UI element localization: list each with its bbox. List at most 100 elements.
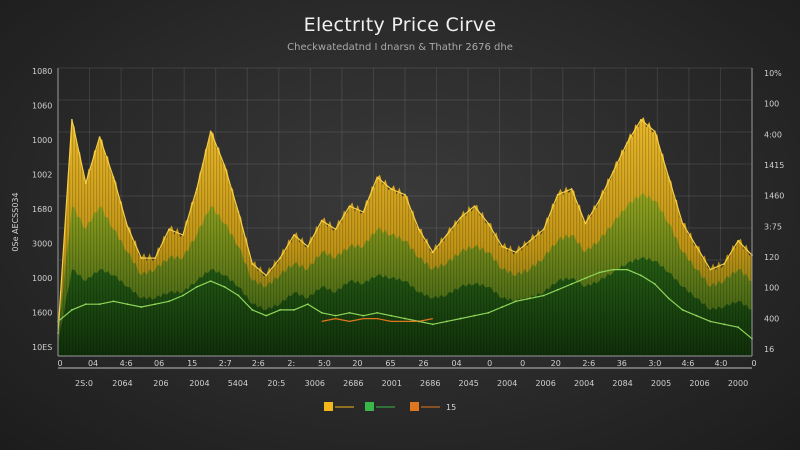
data-point-peak <box>376 176 379 179</box>
data-point-low <box>737 326 740 329</box>
data-point-peak <box>140 257 143 259</box>
x-tick-label-bottom: 2004 <box>497 379 517 388</box>
data-point-peak <box>473 205 476 208</box>
x-tick-label-top: 26 <box>418 359 428 368</box>
data-point-low <box>390 314 393 317</box>
y-right-tick-label: 10% <box>764 69 782 78</box>
data-point-peak <box>306 245 309 248</box>
y-right-tick-label: 100 <box>764 100 779 109</box>
data-point-peak <box>98 136 101 139</box>
y-left-tick-label: 10ES <box>32 343 52 352</box>
data-point-low <box>709 320 712 323</box>
data-point-peak <box>334 228 337 231</box>
y-left-tick-label: 1002 <box>32 171 52 180</box>
data-point-peak <box>279 257 281 259</box>
x-tick-label-bottom: 20:5 <box>267 379 285 388</box>
data-point-low <box>487 311 490 314</box>
data-point-low <box>209 280 212 283</box>
x-tick-label-top: 2:7 <box>219 359 232 368</box>
x-tick-label-top: 04 <box>88 359 98 368</box>
x-tick-label-top: 0 <box>520 359 525 368</box>
line-layers <box>57 118 753 340</box>
x-tick-label-bottom: 206 <box>153 379 168 388</box>
area-texture <box>58 119 752 356</box>
x-tick-label-top: 04 <box>451 359 461 368</box>
data-point-peak <box>362 211 365 213</box>
area-layers <box>58 117 752 356</box>
y-left-tick-label: 1600 <box>32 309 52 318</box>
data-point-peak <box>112 176 115 179</box>
x-tick-label-bottom: 2005 <box>651 379 671 388</box>
tick-labels: 10ES160010003000168010021000106010801640… <box>11 67 784 388</box>
data-point-peak <box>570 188 573 190</box>
data-point-peak <box>168 228 170 231</box>
data-point-low <box>404 317 406 320</box>
y-left-tick-label: 3000 <box>32 240 52 249</box>
y-left-tick-label: 1000 <box>32 136 52 145</box>
data-point-low <box>293 309 295 311</box>
data-point-low <box>320 311 323 314</box>
data-point-low <box>237 294 240 297</box>
y-left-tick-label: 1000 <box>32 274 52 283</box>
data-point-low <box>306 303 309 306</box>
x-tick-label-top: 4:6 <box>120 359 133 368</box>
data-point-peak <box>182 234 184 236</box>
data-point-peak <box>515 251 517 254</box>
data-point-peak <box>84 182 87 185</box>
data-point-peak <box>737 239 740 242</box>
data-point-low <box>681 309 684 311</box>
x-tick-label-bottom: 2006 <box>689 379 709 388</box>
data-point-low <box>154 303 157 306</box>
data-point-peak <box>293 234 295 236</box>
legend-swatch <box>365 402 374 411</box>
data-point-peak <box>501 245 504 248</box>
data-point-low <box>653 283 656 285</box>
data-point-peak <box>265 274 268 277</box>
data-point-peak <box>390 188 393 190</box>
data-point-low <box>723 323 726 326</box>
data-point-low <box>126 303 129 306</box>
data-point-peak <box>598 199 601 202</box>
data-point-low <box>473 314 476 317</box>
x-tick-label-bottom: 2064 <box>112 379 132 388</box>
x-tick-label-top: 06 <box>154 359 164 368</box>
y-left-tick-label: 1680 <box>32 205 52 214</box>
data-point-low <box>556 288 559 291</box>
x-tick-label-bottom: 2004 <box>574 379 594 388</box>
data-point-low <box>529 297 531 300</box>
x-tick-label-top: 5:0 <box>318 359 331 368</box>
data-point-peak <box>251 262 254 265</box>
y-right-tick-label: 120 <box>764 253 779 262</box>
data-point-peak <box>320 219 323 222</box>
legend-swatch <box>410 402 419 411</box>
data-point-peak <box>626 141 628 144</box>
data-point-peak <box>529 239 531 242</box>
x-tick-label-bottom: 3006 <box>305 379 325 388</box>
data-point-low <box>570 283 573 285</box>
x-tick-label-bottom: 2004 <box>189 379 209 388</box>
data-point-low <box>98 303 101 306</box>
data-point-peak <box>709 268 712 271</box>
y-right-tick-label: 400 <box>764 314 779 323</box>
data-point-peak <box>154 257 157 259</box>
data-point-low <box>84 303 87 306</box>
data-point-peak <box>584 222 587 225</box>
y-right-tick-label: 4:00 <box>764 130 782 139</box>
x-tick-label-top: 36 <box>617 359 627 368</box>
data-point-peak <box>70 118 73 121</box>
data-point-peak <box>681 222 684 225</box>
x-tick-label-top: 4:6 <box>681 359 694 368</box>
axes <box>57 68 753 369</box>
data-point-low <box>431 323 434 326</box>
x-tick-label-bottom: 2000 <box>728 379 748 388</box>
x-tick-label-bottom: 2001 <box>382 379 402 388</box>
y-right-tick-label: 1460 <box>764 192 784 201</box>
x-tick-label-top: 4:0 <box>715 359 728 368</box>
x-tick-label-top: 0 <box>57 359 62 368</box>
data-point-low <box>112 300 115 303</box>
line-series-orange <box>321 318 433 322</box>
x-tick-label-bottom: 2084 <box>612 379 632 388</box>
data-point-low <box>168 300 170 303</box>
data-point-peak <box>695 245 698 248</box>
